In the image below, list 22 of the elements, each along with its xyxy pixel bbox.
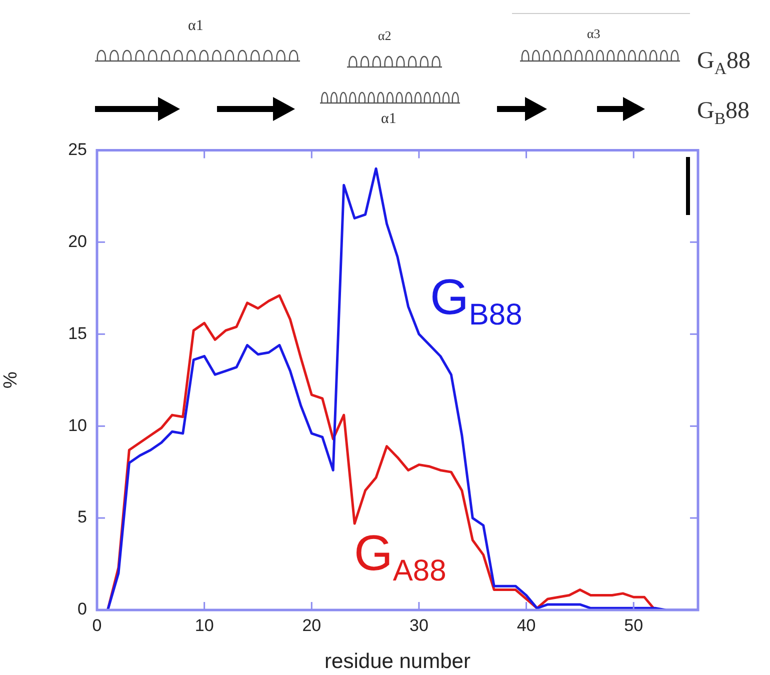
text: G$_{A}$88 (697, 48, 750, 79)
y-tick-label: 15 (68, 324, 87, 343)
x-tick-label: 0 (92, 616, 102, 635)
x-tick-label: 20 (302, 616, 322, 635)
text: α3 (587, 26, 600, 42)
y-axis-title: % (0, 372, 22, 389)
y-tick-label: 0 (78, 600, 87, 619)
series-label: G$_{B88}$ (430, 269, 522, 332)
y-tick-label: 5 (78, 508, 87, 527)
x-tick-label: 10 (194, 616, 214, 635)
text: α1 (381, 111, 396, 128)
x-axis-title: residue number (324, 650, 470, 674)
x-tick-label: 30 (410, 616, 428, 635)
y-tick-label: 25 (68, 140, 87, 159)
y-tick-label: 20 (68, 232, 87, 251)
series-label: G$_{A88}$ (354, 525, 446, 588)
text: α2 (378, 28, 392, 44)
y-tick-label: 10 (68, 416, 87, 435)
text: α1 (188, 18, 204, 35)
x-tick-label: 50 (624, 616, 644, 635)
text: G$_{B}$88 (697, 98, 750, 129)
x-tick-label: 40 (516, 616, 536, 635)
